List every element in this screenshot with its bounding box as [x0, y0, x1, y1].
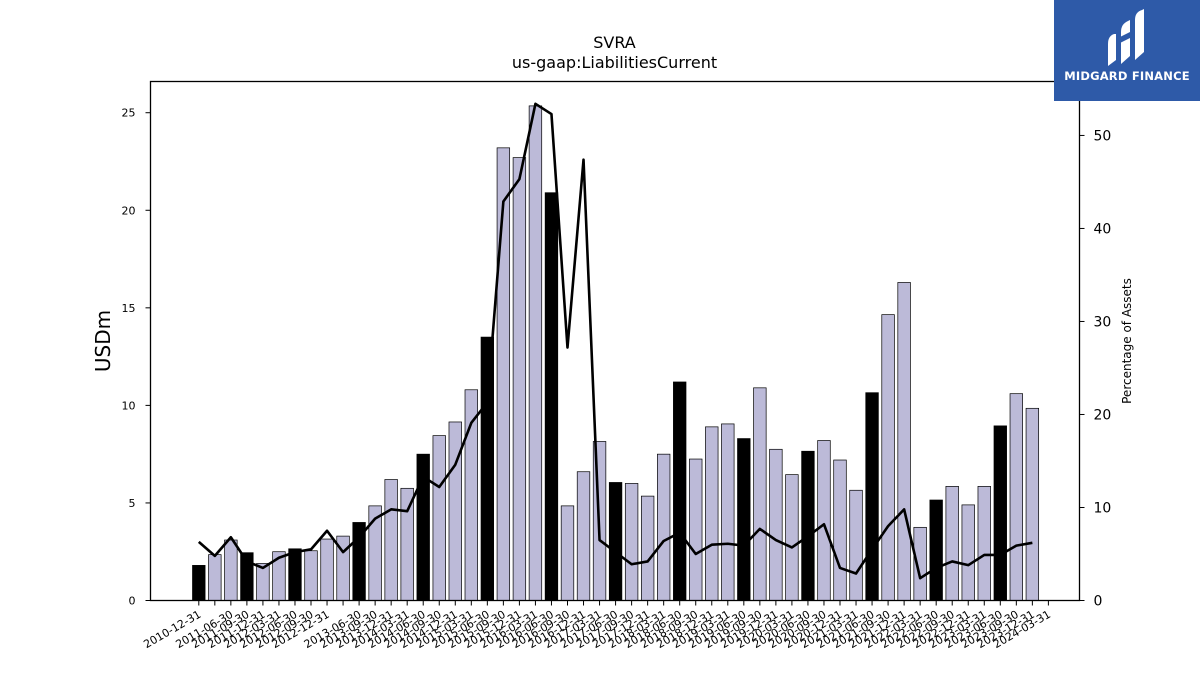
bar [576, 471, 591, 601]
y-axis-label: USDm [91, 310, 115, 372]
bar [705, 426, 719, 601]
bar [1009, 393, 1023, 601]
pct-assets-line-layer [197, 102, 1033, 580]
bar [432, 435, 446, 601]
bar [721, 423, 735, 601]
bar [993, 425, 1007, 601]
bar [801, 450, 815, 601]
bar [384, 479, 398, 601]
y-tick-label: 10 [122, 399, 136, 412]
bar [737, 438, 751, 601]
bar [897, 282, 911, 601]
bar [304, 550, 318, 601]
bar-series [192, 105, 1040, 601]
y-axis-right: 0 10 20 30 40 50 [1079, 128, 1112, 610]
midgard-finance-logo: MIDGARD FINANCE [1054, 0, 1200, 101]
bar [929, 499, 943, 601]
y2-tick-label: 0 [1094, 594, 1103, 610]
midgard-logo-icon [1108, 9, 1144, 66]
chart-subtitle: us-gaap:LiabilitiesCurrent [512, 53, 717, 72]
bar [640, 495, 655, 601]
bar [528, 105, 543, 601]
bar [977, 486, 991, 601]
bar [448, 421, 462, 601]
x-axis: 2010-12-312011-06-302011-09-302011-12-31… [141, 600, 1053, 651]
bar [208, 554, 222, 601]
y2-tick-label: 50 [1094, 128, 1112, 144]
bar [1025, 407, 1040, 601]
bar [945, 486, 959, 601]
y-tick-label: 5 [129, 497, 136, 510]
bar [689, 458, 703, 601]
bar [192, 565, 206, 601]
bar [849, 489, 863, 601]
bar [657, 453, 671, 601]
y-tick-label: 0 [129, 595, 136, 608]
bar [560, 505, 575, 601]
plot-frame [149, 80, 1081, 602]
bar [400, 487, 414, 601]
y2-tick-label: 10 [1094, 500, 1112, 516]
bar [817, 440, 831, 601]
bar [320, 538, 334, 601]
logo-text: MIDGARD FINANCE [1064, 69, 1190, 83]
bar [785, 474, 799, 601]
bar [753, 387, 767, 601]
bar [624, 483, 639, 601]
y2-tick-label: 40 [1094, 221, 1112, 237]
bar [769, 448, 783, 601]
bar [352, 522, 366, 601]
bar [224, 539, 238, 601]
bar [608, 482, 623, 601]
bar [865, 392, 879, 601]
y2-tick-label: 20 [1094, 407, 1112, 423]
bar [961, 504, 975, 601]
y-tick-label: 20 [122, 204, 136, 217]
bar [673, 381, 687, 601]
bar [288, 548, 302, 601]
bar [544, 192, 559, 601]
pct-assets-line [197, 102, 1033, 580]
y2-tick-label: 30 [1094, 314, 1112, 330]
bar [512, 157, 527, 601]
y-axis-left: 0 5 10 15 20 25 [122, 107, 151, 608]
y-tick-label: 25 [122, 107, 136, 120]
y-tick-label: 15 [122, 302, 136, 315]
chart-title: SVRA [593, 33, 636, 52]
y2-axis-label: Percentage of Assets [1120, 278, 1134, 404]
bar [881, 314, 895, 601]
bar [480, 336, 494, 601]
bar [833, 459, 847, 601]
